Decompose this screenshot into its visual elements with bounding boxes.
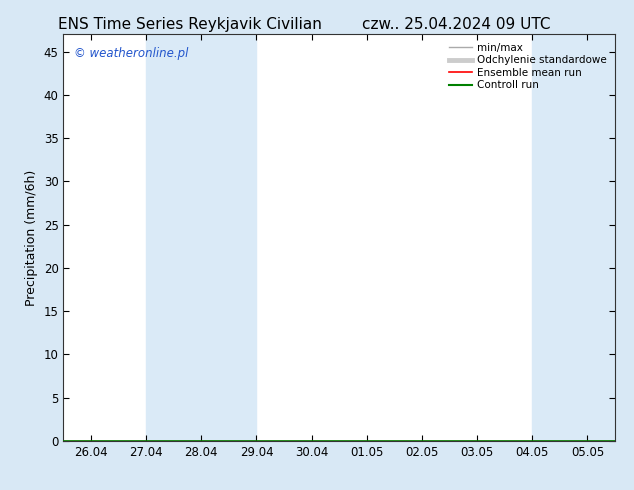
Bar <box>533 34 634 441</box>
Text: ENS Time Series Reykjavik Civilian: ENS Time Series Reykjavik Civilian <box>58 17 322 32</box>
Text: czw.. 25.04.2024 09 UTC: czw.. 25.04.2024 09 UTC <box>362 17 551 32</box>
Bar <box>146 34 256 441</box>
Text: © weatheronline.pl: © weatheronline.pl <box>74 47 189 59</box>
Legend: min/max, Odchylenie standardowe, Ensemble mean run, Controll run: min/max, Odchylenie standardowe, Ensembl… <box>444 39 611 95</box>
Y-axis label: Precipitation (mm/6h): Precipitation (mm/6h) <box>25 170 38 306</box>
